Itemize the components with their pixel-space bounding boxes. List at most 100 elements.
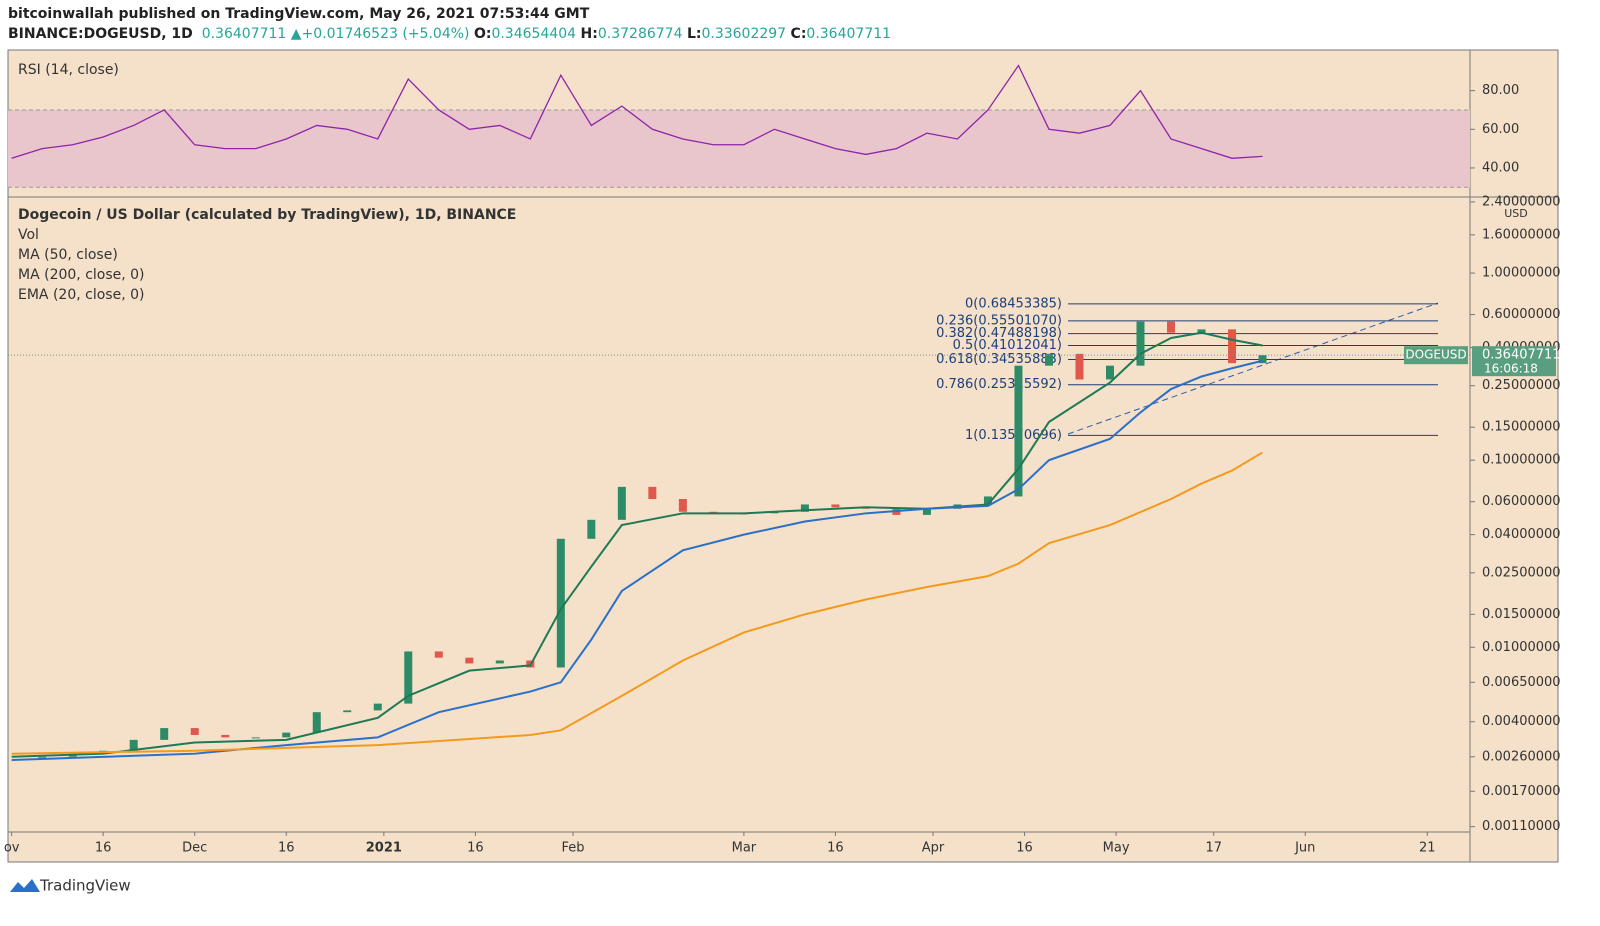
y-tick-label: 80.00 bbox=[1482, 83, 1519, 98]
candle bbox=[953, 504, 962, 509]
candle bbox=[343, 710, 352, 713]
x-tick-label: 16 bbox=[95, 841, 112, 856]
logo-icon bbox=[10, 879, 40, 892]
price-name-box bbox=[1404, 346, 1468, 365]
candle bbox=[1167, 321, 1176, 333]
fib-label: 0.618(0.34535883) bbox=[936, 352, 1062, 367]
y-tick-label: 0.04000000 bbox=[1482, 527, 1561, 542]
legend-entry: EMA (20, close, 0) bbox=[18, 287, 144, 303]
ma-line bbox=[11, 451, 1264, 755]
x-tick-label: ov bbox=[4, 841, 20, 856]
rsi-title: RSI (14, close) bbox=[18, 62, 119, 78]
y-tick-label: 0.25000000 bbox=[1482, 378, 1561, 393]
price-tag-box bbox=[1472, 346, 1556, 377]
y-tick-label: 0.00650000 bbox=[1482, 675, 1561, 690]
candle bbox=[160, 728, 169, 740]
candle bbox=[983, 496, 992, 505]
candle bbox=[129, 739, 138, 751]
x-tick-label: Dec bbox=[182, 841, 207, 856]
x-tick-label: Jun bbox=[1294, 841, 1315, 856]
candle bbox=[1228, 329, 1237, 364]
close: 0.36407711 bbox=[806, 26, 892, 42]
candle bbox=[38, 756, 47, 758]
candle bbox=[190, 728, 199, 735]
y-tick-label: 0.15000000 bbox=[1482, 420, 1561, 435]
candle bbox=[831, 504, 840, 508]
candle bbox=[1258, 355, 1267, 364]
c-label: C: bbox=[790, 26, 807, 42]
x-tick-label: 16 bbox=[827, 841, 844, 856]
candle bbox=[1105, 365, 1114, 380]
candle bbox=[526, 660, 535, 668]
candle bbox=[770, 511, 779, 514]
ma-line bbox=[11, 359, 1263, 761]
candle bbox=[800, 504, 809, 512]
fib-label: 0.786(0.25315592) bbox=[936, 377, 1062, 392]
symbol: BINANCE:DOGEUSD, 1D bbox=[8, 26, 193, 42]
y-tick-label: 60.00 bbox=[1482, 122, 1519, 137]
legend-entry: Vol bbox=[18, 227, 39, 243]
y-tick-label: 0.00260000 bbox=[1482, 749, 1561, 764]
candle bbox=[1044, 353, 1053, 366]
candle bbox=[221, 734, 230, 738]
candle bbox=[1075, 353, 1084, 380]
rsi-line bbox=[11, 64, 1263, 159]
y-tick-label: 0.10000000 bbox=[1482, 453, 1561, 468]
fib-label: 0(0.68453385) bbox=[965, 296, 1062, 311]
trend-line bbox=[1067, 302, 1439, 435]
candle bbox=[68, 753, 77, 757]
low: 0.33602297 bbox=[701, 26, 787, 42]
fib-label: 0.236(0.55501070) bbox=[936, 313, 1062, 328]
y-tick-label: 0.00400000 bbox=[1482, 714, 1561, 729]
change: +0.01746523 (+5.04%) bbox=[301, 26, 470, 42]
candle bbox=[861, 507, 870, 509]
x-tick-label: Mar bbox=[732, 841, 757, 856]
candle bbox=[922, 508, 931, 515]
candle bbox=[251, 737, 260, 739]
candle bbox=[1136, 321, 1145, 366]
candle bbox=[312, 712, 321, 733]
x-tick-label: 16 bbox=[1016, 841, 1033, 856]
candle bbox=[1014, 365, 1023, 497]
candle bbox=[495, 660, 504, 664]
candle bbox=[373, 703, 382, 711]
x-tick-label: 2021 bbox=[366, 841, 402, 856]
header: bitcoinwallah published on TradingView.c… bbox=[8, 4, 891, 44]
h-label: H: bbox=[580, 26, 598, 42]
rsi-band bbox=[8, 109, 1470, 188]
y-tick-label: 1.60000000 bbox=[1482, 227, 1561, 242]
price-name: DOGEUSD bbox=[1405, 348, 1466, 362]
candle bbox=[465, 657, 474, 664]
open: 0.34654404 bbox=[491, 26, 577, 42]
legend-entry: MA (200, close, 0) bbox=[18, 267, 145, 283]
x-tick-label: Feb bbox=[562, 841, 585, 856]
ma-line bbox=[11, 331, 1263, 758]
candle bbox=[739, 513, 748, 515]
y-tick-label: 40.00 bbox=[1482, 160, 1519, 175]
x-tick-label: Apr bbox=[922, 841, 945, 856]
fib-label: 0.5(0.41012041) bbox=[953, 338, 1062, 353]
price-tag: 0.36407711 bbox=[1482, 348, 1561, 363]
fib-label: 0.382(0.47488198) bbox=[936, 326, 1062, 341]
legend-entry: MA (50, close) bbox=[18, 247, 118, 263]
candle bbox=[434, 651, 443, 658]
fib-label: 1(0.13570696) bbox=[965, 428, 1062, 443]
y-tick-label: 2.40000000 bbox=[1482, 194, 1561, 209]
y-tick-label: 0.40000000 bbox=[1482, 340, 1561, 355]
candle bbox=[282, 732, 291, 738]
publisher: bitcoinwallah published on TradingView.c… bbox=[8, 6, 590, 22]
high: 0.37286774 bbox=[597, 26, 683, 42]
currency: USD bbox=[1504, 207, 1528, 220]
candle bbox=[617, 486, 626, 520]
publisher-line: bitcoinwallah published on TradingView.c… bbox=[8, 4, 891, 24]
candle bbox=[648, 486, 657, 500]
x-tick-label: 17 bbox=[1205, 841, 1222, 856]
y-tick-label: 0.60000000 bbox=[1482, 307, 1561, 322]
chart-background bbox=[7, 49, 1559, 863]
candle bbox=[404, 651, 413, 704]
brand: TradingView bbox=[39, 877, 131, 895]
candle bbox=[556, 538, 565, 668]
x-tick-label: 16 bbox=[467, 841, 484, 856]
quote-line: BINANCE:DOGEUSD, 1D 0.36407711 ▲+0.01746… bbox=[8, 24, 891, 44]
